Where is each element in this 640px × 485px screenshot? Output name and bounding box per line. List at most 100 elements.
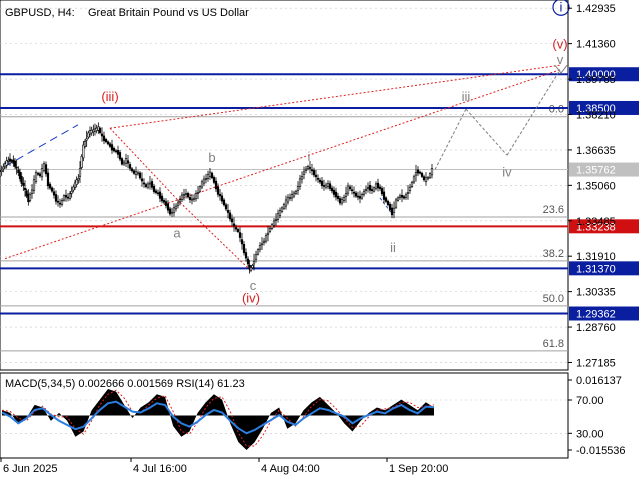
candle-body [12, 159, 15, 164]
candle-body [97, 126, 100, 131]
candle-body [17, 169, 20, 173]
candle-body [18, 171, 22, 179]
indicator-panel-frame [0, 372, 569, 459]
candle-body [186, 193, 190, 198]
price-candles [0, 122, 434, 274]
candle-body [146, 183, 150, 188]
candle-body [314, 174, 318, 178]
candle-body [216, 186, 220, 195]
candle-body [190, 198, 194, 201]
candle-body [298, 178, 302, 187]
candle-body [344, 193, 348, 197]
indicator-y-label: 30.00 [576, 428, 604, 440]
candle-body [28, 193, 32, 201]
macd-rsi-indicator: 0.016137 70.00 30.00 -0.015536 [0, 375, 626, 457]
candle-body [104, 139, 108, 143]
candle-body [22, 182, 25, 186]
fib-level-label: 23.6 [543, 204, 564, 216]
candle-body [354, 192, 358, 197]
candle-body [172, 207, 176, 214]
candle-body [102, 135, 106, 142]
candle-body [204, 178, 208, 180]
candle-body [390, 207, 394, 216]
candle-body [226, 210, 230, 213]
candle-body [64, 195, 68, 198]
candle-body [3, 163, 7, 168]
candle-body [342, 197, 346, 202]
candle-body [212, 177, 216, 183]
candle-body [83, 141, 87, 147]
candle-body [122, 161, 126, 165]
candle-body [420, 172, 424, 177]
candle-body [44, 164, 48, 175]
candle-body [408, 186, 412, 192]
candle-body [306, 166, 310, 170]
candle-body [364, 189, 368, 191]
candle-body [266, 232, 270, 236]
y-tick-label: 1.35060 [576, 180, 616, 192]
price-level-label-box [569, 306, 639, 321]
candle-body [32, 179, 36, 191]
candle-body [334, 191, 338, 198]
candle-body [324, 184, 328, 188]
candle-body [180, 194, 184, 201]
candle-body [87, 132, 90, 138]
candle-body [252, 260, 256, 265]
candle-body [372, 187, 376, 192]
candle-body [202, 178, 206, 184]
candle-body [210, 172, 214, 179]
chart-symbol-timeframe: GBPUSD, H4: [5, 7, 75, 19]
wave-label: i [308, 149, 311, 164]
candle-body [402, 196, 406, 199]
candle-body [52, 191, 56, 196]
candle-body [66, 196, 70, 199]
candle-body [416, 169, 420, 174]
price-level-label: 1.31370 [576, 263, 616, 275]
candle-body [328, 183, 332, 189]
candle-body [398, 195, 402, 199]
candle-body [251, 265, 254, 268]
price-level-label: 1.35762 [576, 165, 616, 177]
y-tick-label: 1.30335 [576, 287, 616, 299]
candle-body [75, 179, 78, 185]
candle-body [428, 173, 432, 178]
wave-label: v [557, 52, 564, 67]
candle-body [288, 197, 292, 199]
candle-body [54, 194, 58, 202]
candle-body [270, 224, 274, 229]
grid-lines [0, 7, 568, 363]
candle-body [142, 182, 146, 185]
candle-body [246, 258, 250, 265]
x-tick-label: 6 Jun 2025 [3, 463, 57, 475]
candle-body [46, 172, 50, 187]
candle-body [400, 194, 404, 198]
candle-body [158, 191, 162, 199]
candle-body [336, 195, 340, 199]
fib-level-label: 38.2 [543, 248, 564, 260]
candle-body [30, 189, 34, 194]
price-level-label-box [569, 162, 639, 177]
candle-body [284, 199, 288, 207]
price-level-label: 1.33238 [576, 221, 616, 233]
candle-body [170, 211, 174, 214]
candle-body [90, 129, 93, 134]
price-level-label-box [569, 67, 639, 82]
chart-instrument-name: Great Britain Pound vs US Dollar [88, 7, 249, 19]
forecast-to-iii [434, 108, 467, 170]
candle-body [388, 203, 392, 210]
macd-histogram [2, 388, 434, 451]
candle-body [132, 170, 136, 174]
candle-body [346, 185, 350, 194]
wave-label: b [208, 150, 215, 165]
wave-label: (v) [552, 36, 567, 51]
candle-body [27, 193, 30, 203]
candle-body [426, 177, 430, 180]
candle-body [376, 182, 380, 189]
candle-body [264, 235, 268, 242]
candle-body [384, 197, 388, 202]
y-tick-label: 1.41360 [576, 39, 616, 51]
candle-body [62, 195, 66, 201]
candle-body [320, 180, 324, 186]
candle-body [296, 186, 300, 191]
candle-body [82, 144, 85, 159]
